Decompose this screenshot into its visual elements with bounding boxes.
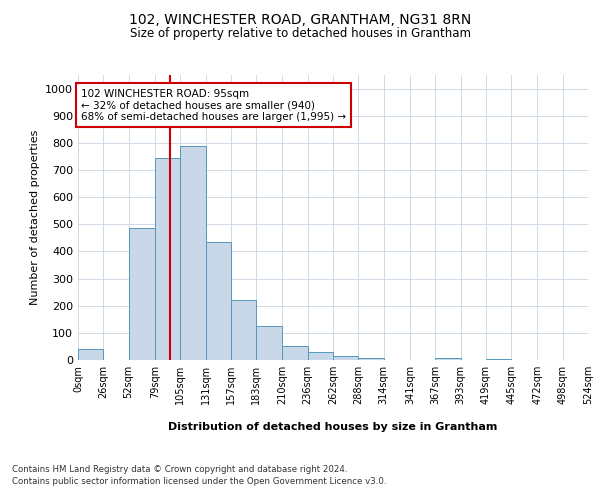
Text: Contains HM Land Registry data © Crown copyright and database right 2024.: Contains HM Land Registry data © Crown c… [12,465,347,474]
Bar [155,158,180,360]
Bar [78,349,103,360]
Bar [283,346,308,360]
Text: Size of property relative to detached houses in Grantham: Size of property relative to detached ho… [130,28,470,40]
Y-axis label: Number of detached properties: Number of detached properties [29,130,40,305]
Bar [358,358,383,360]
Text: Contains public sector information licensed under the Open Government Licence v3: Contains public sector information licen… [12,478,386,486]
Bar [486,358,511,360]
Bar [231,300,256,360]
Text: 102 WINCHESTER ROAD: 95sqm
← 32% of detached houses are smaller (940)
68% of sem: 102 WINCHESTER ROAD: 95sqm ← 32% of deta… [81,88,346,122]
Text: Distribution of detached houses by size in Grantham: Distribution of detached houses by size … [169,422,497,432]
Bar [333,356,358,360]
Bar [308,352,333,360]
Bar [205,242,231,360]
Bar [256,326,283,360]
Bar [435,358,461,360]
Text: 102, WINCHESTER ROAD, GRANTHAM, NG31 8RN: 102, WINCHESTER ROAD, GRANTHAM, NG31 8RN [129,12,471,26]
Bar [180,146,206,360]
Bar [128,228,155,360]
